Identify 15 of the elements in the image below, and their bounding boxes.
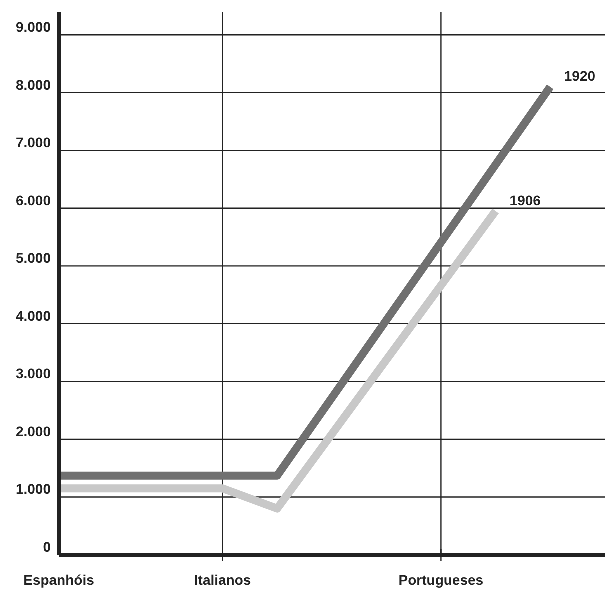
- y-tick-label: 5.000: [16, 250, 52, 266]
- y-tick-label: 2.000: [16, 423, 52, 440]
- y-tick-label: 0: [43, 538, 52, 555]
- y-tick-label: 4.000: [16, 308, 52, 324]
- series-label: 1920: [564, 68, 596, 84]
- x-tick-label: Portugueses: [398, 572, 484, 588]
- y-tick-label: 3.000: [16, 366, 52, 382]
- y-tick-label: 7.000: [16, 134, 52, 151]
- y-tick-label: 9.000: [16, 19, 52, 36]
- x-tick-label: Espanhóis: [24, 572, 95, 588]
- y-tick-label: 1.000: [16, 481, 52, 498]
- y-tick-label: 8.000: [16, 76, 52, 93]
- y-tick-label: 6.000: [16, 192, 52, 208]
- x-tick-label: Italianos: [194, 572, 252, 588]
- series-label: 1906: [510, 192, 542, 208]
